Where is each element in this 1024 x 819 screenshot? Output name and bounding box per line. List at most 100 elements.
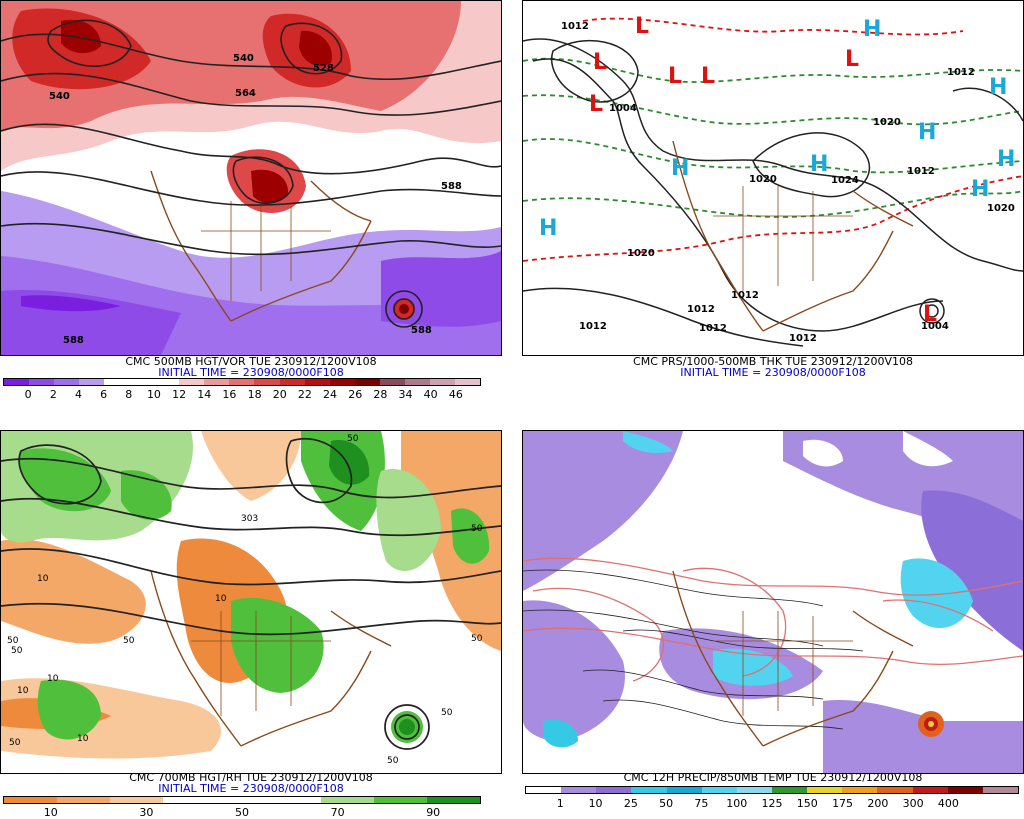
legend-swatch — [4, 797, 57, 803]
rh-contour-label: 10 — [37, 574, 49, 584]
legend-label: 40 — [423, 388, 438, 401]
rh-contour-label: 50 — [123, 636, 135, 646]
legend-swatch — [129, 379, 155, 385]
legend-swatch — [109, 797, 163, 803]
legend-label: 18 — [247, 388, 262, 401]
precip-legend-bar — [525, 786, 1019, 794]
rh-contour-label: 50 — [347, 434, 359, 444]
legend-label: 24 — [323, 388, 338, 401]
legend-swatch — [429, 379, 455, 385]
isobar-label: 1020 — [987, 203, 1015, 214]
contour-label-540-b: 540 — [233, 53, 254, 64]
legend-swatch — [596, 787, 632, 793]
legend-label: 2 — [49, 388, 57, 401]
humidity-legend-bar — [3, 796, 481, 804]
isobar-label: 1012 — [907, 166, 935, 177]
pressure-chart: L L L L L L L H H H H H H H H 1012 1004 … — [523, 1, 1023, 355]
high-pressure-marker: H — [918, 120, 936, 145]
legend-swatch — [427, 797, 481, 803]
legend-swatch — [154, 379, 180, 385]
legend-label: 10 — [146, 388, 161, 401]
rh-contour-label: 50 — [441, 708, 453, 718]
panel-precip-850mb-temp: CMC 12H PRECIP/850MB TEMP TUE 230912/120… — [522, 430, 1024, 819]
legend-label: 400 — [937, 797, 959, 810]
legend-swatch — [4, 379, 30, 385]
legend-swatch — [56, 797, 110, 803]
rh-contour-label: 10 — [47, 674, 59, 684]
legend-label: 175 — [832, 797, 854, 810]
legend-label: 100 — [726, 797, 748, 810]
legend-label: 300 — [902, 797, 924, 810]
legend-label: 90 — [426, 806, 441, 819]
rh-contour-label: 50 — [11, 646, 23, 656]
legend-swatch — [54, 379, 80, 385]
panel-700mb-hgt-rh: 50 50 50 10 10 50 50 10 303 10 50 50 10 … — [0, 430, 502, 819]
humidity-legend-labels: 10 30 50 70 90 — [3, 806, 481, 819]
precipitation-chart — [523, 431, 1023, 773]
contour-label-540-a: 540 — [49, 91, 70, 102]
contour-label-528: 528 — [313, 63, 334, 74]
legend-swatch — [912, 787, 948, 793]
legend-swatch — [79, 379, 105, 385]
isobar-label: 1012 — [947, 67, 975, 78]
low-pressure-marker: L — [923, 302, 937, 327]
legend-label: 150 — [796, 797, 818, 810]
map-500mb-vorticity: 540 564 528 540 588 588 588 — [0, 0, 502, 356]
legend-swatch — [404, 379, 430, 385]
map-pressure-thickness: L L L L L L L H H H H H H H H 1012 1004 … — [522, 0, 1024, 356]
legend-swatch — [374, 797, 428, 803]
legend-label: 50 — [235, 806, 249, 819]
legend-swatch — [29, 379, 55, 385]
low-pressure-marker: L — [845, 47, 859, 72]
legend-swatch — [526, 787, 562, 793]
legend-swatch — [454, 379, 480, 385]
legend-swatch — [736, 787, 772, 793]
legend-swatch — [321, 797, 375, 803]
contour-label-564: 564 — [235, 88, 256, 99]
isobar-label: 1004 — [609, 103, 637, 114]
legend-label: 34 — [398, 388, 413, 401]
legend-swatch — [561, 787, 597, 793]
legend-label: 30 — [139, 806, 154, 819]
rh-contour-label: 50 — [7, 636, 19, 646]
legend-swatch — [204, 379, 230, 385]
panel-init-time: INITIAL TIME = 230908/0000F108 — [158, 782, 344, 795]
legend-label: 70 — [330, 806, 345, 819]
panel-prs-thickness: L L L L L L L H H H H H H H H 1012 1004 … — [522, 0, 1024, 400]
legend-swatch — [304, 379, 330, 385]
panel-500mb-hgt-vor: 540 564 528 540 588 588 588 CMC 500MB HG… — [0, 0, 502, 401]
high-pressure-marker: H — [539, 216, 557, 241]
vorticity-chart: 540 564 528 540 588 588 588 — [1, 1, 501, 355]
low-pressure-marker: L — [668, 64, 682, 89]
legend-label: 25 — [623, 797, 638, 810]
contour-label-588-c: 588 — [63, 335, 84, 346]
legend-swatch — [379, 379, 405, 385]
isobar-label: 1012 — [731, 290, 759, 301]
legend-swatch — [877, 787, 913, 793]
legend-swatch — [268, 797, 322, 803]
vorticity-legend-bar — [3, 378, 481, 386]
legend-label: 26 — [348, 388, 363, 401]
legend-swatch — [254, 379, 280, 385]
panel-title: CMC 500MB HGT/VOR TUE 230912/1200V108 — [125, 355, 377, 368]
isobar-label: 1020 — [873, 117, 901, 128]
legend-swatch — [279, 379, 305, 385]
legend-swatch — [982, 787, 1018, 793]
isobar-label: 1012 — [687, 304, 715, 315]
high-pressure-marker: H — [671, 156, 689, 181]
legend-swatch — [179, 379, 205, 385]
legend-label: 28 — [373, 388, 388, 401]
legend-label: 75 — [694, 797, 709, 810]
rh-contour-label: 50 — [9, 738, 21, 748]
legend-swatch — [162, 797, 216, 803]
legend-label: 20 — [272, 388, 287, 401]
legend-swatch — [666, 787, 702, 793]
isobar-label: 1020 — [749, 174, 777, 185]
legend-swatch — [215, 797, 269, 803]
legend-label: 10 — [43, 806, 58, 819]
legend-label: 12 — [172, 388, 187, 401]
legend-label: 8 — [125, 388, 133, 401]
hgt-contour-label: 303 — [241, 514, 258, 524]
isobar-label: 1024 — [831, 175, 859, 186]
legend-label: 6 — [100, 388, 108, 401]
